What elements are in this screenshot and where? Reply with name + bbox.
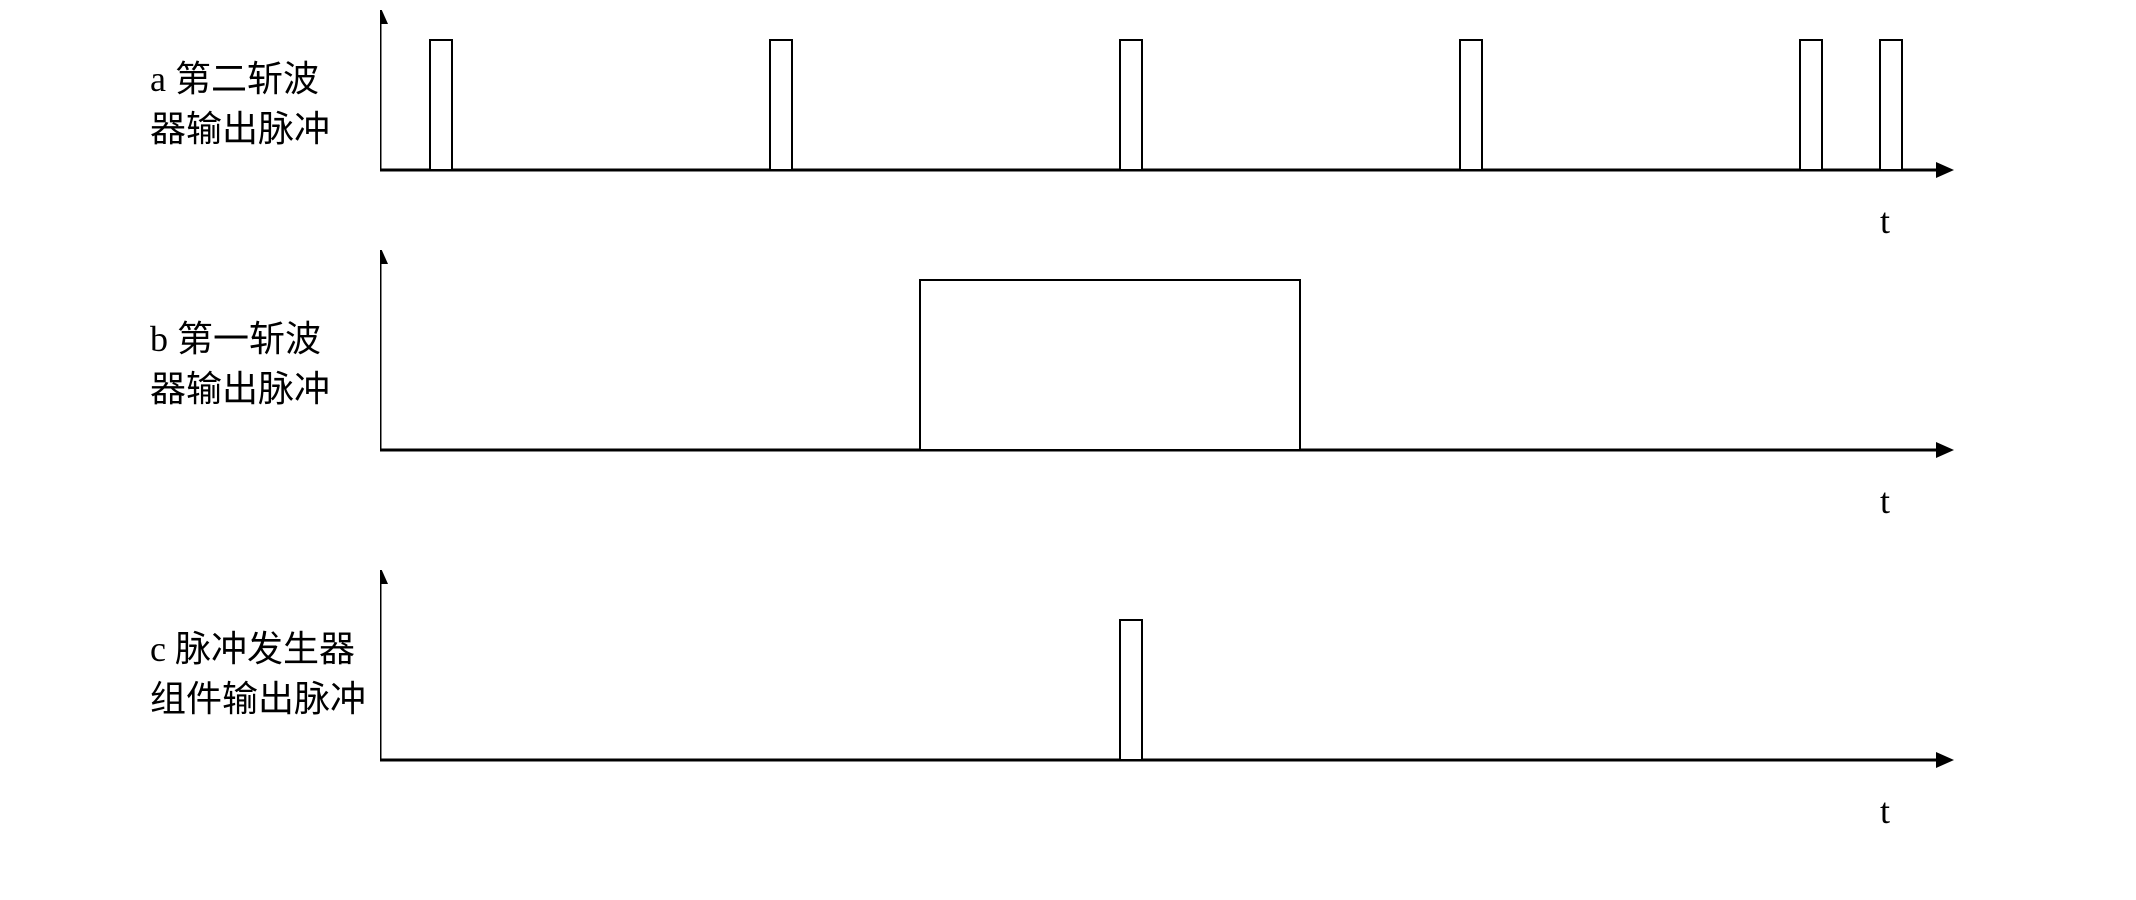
timing-plot-b [380,250,1980,510]
axis-label-c: t [1880,790,1890,832]
timing-plot-a [380,10,1980,230]
row-label-a-line1: a 第二斩波 [150,50,319,102]
row-label-c-line2: 组件输出脉冲 [150,670,366,722]
row-label-a-line2: 器输出脉冲 [150,100,330,152]
row-label-b-line1: b 第一斩波 [150,310,321,362]
row-label-c-line1: c 脉冲发生器 [150,620,355,672]
axis-label-a: t [1880,200,1890,242]
axis-label-b: t [1880,480,1890,522]
timing-plot-c [380,570,1980,820]
row-label-b-line2: 器输出脉冲 [150,360,330,412]
